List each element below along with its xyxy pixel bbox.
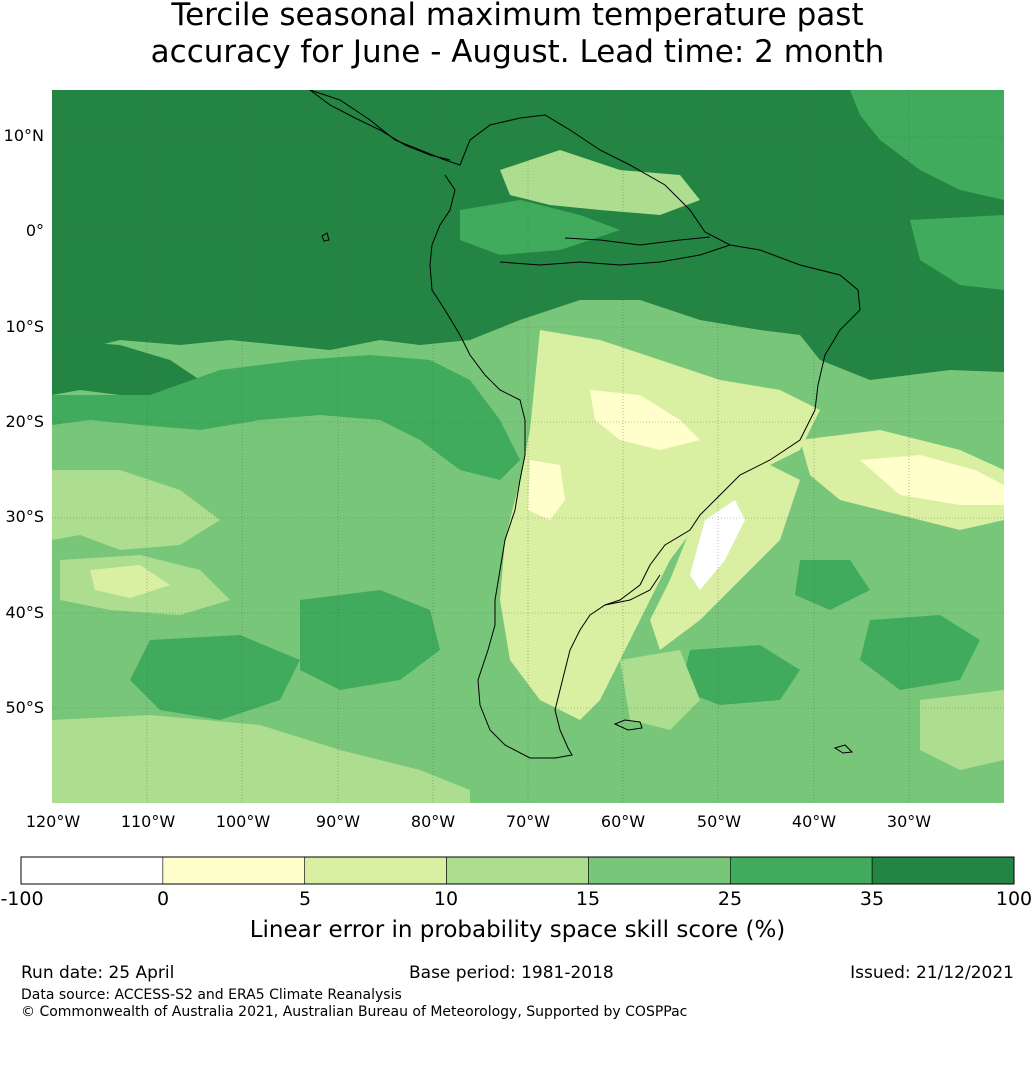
colorbar-bin-5 — [729, 856, 873, 885]
graticule — [52, 90, 1004, 803]
run-date: Run date: 25 April — [21, 963, 175, 983]
colorbar-tick-10: 10 — [433, 888, 459, 910]
lat-label-20s: 20°S — [5, 412, 44, 431]
skill-region-satlantic-mid-2 — [680, 645, 800, 705]
coastline-plata — [604, 574, 661, 606]
lon-label-40w: 40°W — [791, 812, 837, 831]
lat-label-40s: 40°S — [5, 603, 44, 622]
lat-label-30s: 30°S — [5, 507, 44, 526]
skill-region-amazon-light — [500, 150, 700, 215]
colorbar-tick-25: 25 — [717, 888, 743, 910]
lat-label-10s: 10°S — [5, 317, 44, 336]
coastlines — [309, 90, 861, 759]
colorbar-tick-0: 0 — [156, 888, 170, 910]
colorbar-bin-4 — [588, 856, 731, 885]
skill-region-spacific-mid-1 — [300, 590, 440, 690]
skill-region-continent-pale — [500, 330, 820, 720]
coastline-galapagos — [321, 232, 330, 242]
colorbar-tick-15: 15 — [575, 888, 601, 910]
skill-region-continent-white — [590, 390, 700, 450]
colorbar-tick-100: 100 — [995, 888, 1033, 910]
coastline-central-america — [309, 90, 451, 161]
skill-region-patagonia-light — [620, 650, 700, 730]
lon-label-90w: 90°W — [315, 812, 361, 831]
skill-region-east-atlantic-white — [860, 455, 1004, 505]
lat-label-50s: 50°S — [5, 698, 44, 717]
skill-region-spacific-mid-2 — [130, 635, 300, 720]
copyright: © Commonwealth of Australia 2021, Austra… — [21, 1004, 688, 1020]
skill-region-atlantic-mid — [850, 90, 1004, 200]
coastline-amazon-river — [499, 244, 731, 266]
lon-label-70w: 70°W — [505, 812, 551, 831]
skill-region-pacific-mid — [52, 355, 520, 480]
lat-label-10n: 10°N — [3, 126, 44, 145]
skill-region-spacific-light-1 — [52, 470, 220, 550]
colorbar-bin-2 — [304, 856, 447, 885]
skill-region-spacific-light-3 — [52, 715, 470, 803]
title-line-1: Tercile seasonal maximum temperature pas… — [171, 0, 864, 33]
lon-label-50w: 50°W — [696, 812, 742, 831]
skill-region-satlantic-light — [920, 690, 1004, 770]
title-line-2: accuracy for June - August. Lead time: 2… — [150, 34, 885, 70]
skill-region-atlantic-mid-2 — [910, 215, 1004, 290]
lon-label-30w: 30°W — [886, 812, 932, 831]
colorbar-tick-m100: -100 — [0, 888, 44, 910]
lon-label-100w: 100°W — [215, 812, 271, 831]
lat-label-0: 0° — [25, 221, 44, 240]
lon-label-110w: 110°W — [120, 812, 176, 831]
coastline-falklands — [613, 719, 643, 731]
skill-region-amazon-mid — [460, 200, 620, 255]
coastline-amazon-north — [564, 236, 711, 246]
colorbar-bin-1 — [162, 856, 306, 885]
colorbar-tick-5: 5 — [298, 888, 312, 910]
skill-region-atlantic-strip-white — [690, 500, 745, 590]
skill-region-west-dark — [52, 340, 200, 395]
colorbar-tick-35: 35 — [859, 888, 885, 910]
colorbar-bin-0 — [20, 856, 164, 885]
colorbar-frame — [20, 856, 1015, 885]
lon-label-80w: 80°W — [410, 812, 456, 831]
skill-region-andes-light — [528, 460, 565, 520]
lon-label-60w: 60°W — [600, 812, 646, 831]
colorbar-bin-3 — [446, 856, 589, 885]
colorbar-label: Linear error in probability space skill … — [249, 917, 786, 943]
lon-label-120w: 120°W — [25, 812, 81, 831]
skill-region-satlantic-mid-3 — [860, 615, 980, 690]
data-source: Data source: ACCESS-S2 and ERA5 Climate … — [21, 987, 402, 1003]
base-period: Base period: 1981-2018 — [409, 963, 614, 983]
skill-region-spacific-pale — [90, 565, 170, 598]
colorbar-bin-6 — [871, 856, 1015, 885]
issued-date: Issued: 21/12/2021 — [850, 963, 1014, 983]
colorbar — [20, 856, 1015, 885]
coastline-south-georgia — [833, 744, 854, 754]
